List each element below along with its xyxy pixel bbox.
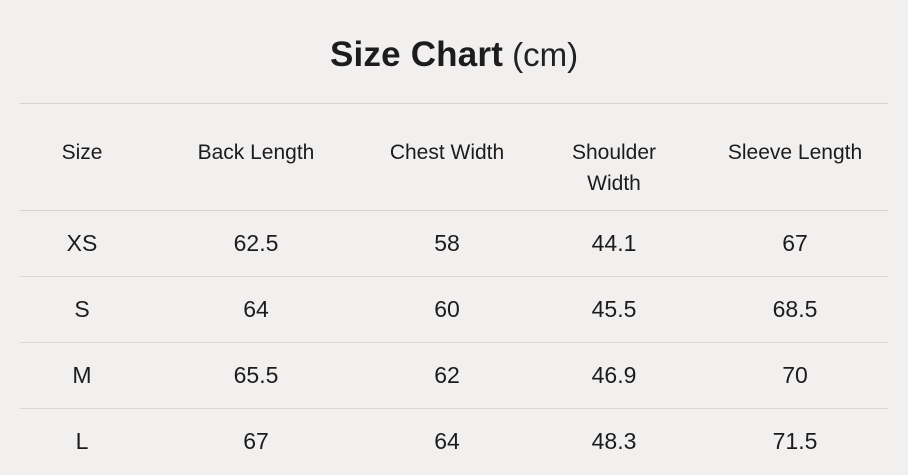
- table-header: Size Back Length Chest Width Shoulder Wi…: [20, 104, 888, 211]
- size-label: L: [75, 427, 89, 454]
- page-title: Size Chart (cm): [0, 0, 908, 103]
- shoulder-width-value: 48.3: [591, 427, 637, 454]
- table-row-m: M 65.5 62 46.9 70: [20, 342, 888, 409]
- chest-width-value: 58: [368, 210, 526, 277]
- back-length-value: 64: [144, 276, 368, 343]
- chest-width-value: 60: [368, 276, 526, 343]
- back-length-value: 67: [243, 427, 269, 454]
- column-header-shoulder-width: Shoulder Width: [526, 104, 702, 211]
- table-body: XS 62.5 58 44.1 67 S 64 60 45.5 68.5 M 6…: [20, 210, 888, 474]
- back-length-value: 65.5: [144, 342, 368, 409]
- header-row: Size Back Length Chest Width Shoulder Wi…: [20, 104, 888, 211]
- title-unit: (cm): [512, 35, 579, 73]
- column-header-chest-width: Chest Width: [368, 104, 526, 211]
- title-divider: [20, 103, 888, 104]
- size-label: XS: [20, 210, 144, 277]
- size-label: M: [20, 342, 144, 409]
- sleeve-length-value: 71.5: [772, 427, 818, 454]
- table-row-xs: XS 62.5 58 44.1 67: [20, 210, 888, 277]
- column-header-back-length: Back Length: [144, 104, 368, 211]
- sleeve-length-value: 70: [702, 342, 888, 409]
- sleeve-length-value: 67: [702, 210, 888, 277]
- chest-width-value: 62: [368, 342, 526, 409]
- table-row-l: L 67 64 48.3 71.5: [20, 408, 888, 474]
- table-row-s: S 64 60 45.5 68.5: [20, 276, 888, 343]
- shoulder-width-value: 46.9: [526, 342, 702, 409]
- shoulder-width-value: 44.1: [526, 210, 702, 277]
- column-header-size: Size: [20, 104, 144, 211]
- sleeve-length-value: 68.5: [702, 276, 888, 343]
- back-length-value: 62.5: [144, 210, 368, 277]
- chest-width-value: 64: [434, 427, 460, 454]
- size-chart-table: Size Back Length Chest Width Shoulder Wi…: [20, 104, 888, 474]
- title-text: Size Chart: [329, 34, 504, 74]
- size-label: S: [20, 276, 144, 343]
- shoulder-width-value: 45.5: [526, 276, 702, 343]
- column-header-sleeve-length: Sleeve Length: [702, 104, 888, 211]
